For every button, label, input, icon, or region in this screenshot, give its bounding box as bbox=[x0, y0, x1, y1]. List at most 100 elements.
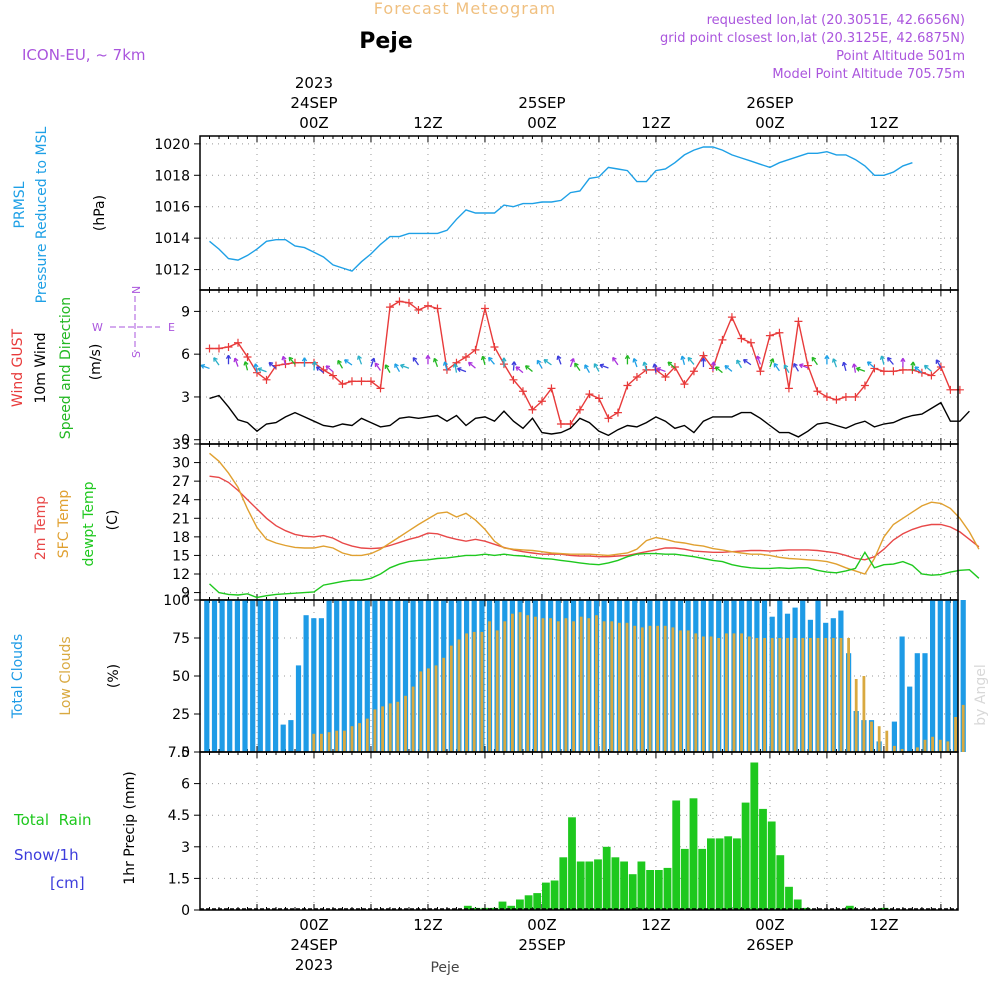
clouds-bar-low-clouds bbox=[442, 657, 446, 752]
clouds-bar-total-clouds bbox=[402, 600, 409, 752]
clouds-bar-low-clouds bbox=[870, 721, 873, 752]
wind-arrow-head bbox=[288, 356, 294, 362]
clouds-bar-low-clouds bbox=[396, 701, 400, 752]
wind-arrow-head bbox=[243, 361, 249, 366]
clouds-bar-low-clouds bbox=[541, 618, 545, 752]
clouds-bar-low-clouds bbox=[365, 718, 369, 752]
clouds-bar-low-clouds bbox=[786, 638, 789, 752]
precip-bar-total-rain bbox=[680, 848, 689, 910]
precip-bar-total-rain bbox=[602, 846, 611, 910]
wind-arrow-head bbox=[736, 359, 741, 365]
gust-marker bbox=[395, 297, 404, 306]
wind-arrow bbox=[433, 358, 439, 368]
clouds-unit: (%) bbox=[106, 664, 122, 688]
precip-bar-total-rain bbox=[550, 880, 559, 910]
wind-ytick-label-1: 3 bbox=[181, 390, 190, 406]
precip-bar-total-rain bbox=[568, 817, 576, 910]
clouds-bar-low-clouds bbox=[763, 638, 766, 752]
gust-marker bbox=[262, 375, 271, 384]
top-time-label: 12Z bbox=[869, 114, 898, 132]
clouds-bar-low-clouds bbox=[709, 636, 713, 752]
wind-arrow-head bbox=[584, 364, 589, 369]
wind-arrow bbox=[712, 361, 715, 371]
top-time-label: 00Z bbox=[299, 114, 328, 132]
clouds-bar-total-clouds bbox=[257, 600, 263, 752]
precip-bar-total-rain bbox=[628, 874, 637, 910]
clouds-bar-low-clouds bbox=[327, 732, 331, 752]
wind-arrow-head bbox=[755, 355, 761, 361]
clouds-bar-total-clouds bbox=[341, 600, 347, 752]
wind-arrow bbox=[234, 357, 239, 367]
wind-arrow bbox=[543, 359, 552, 366]
precip-bar-total-rain bbox=[559, 857, 568, 910]
wind-arrow-head bbox=[714, 366, 720, 371]
precip-ytick-label-4: 6 bbox=[181, 777, 190, 793]
wind-arrow-head bbox=[325, 365, 331, 370]
wind-arrow-head bbox=[866, 361, 872, 366]
wind-arrow-head bbox=[374, 362, 380, 368]
wind-arrow bbox=[832, 358, 838, 368]
clouds-bar-low-clouds bbox=[900, 749, 904, 752]
compass-s-label: S bbox=[130, 351, 143, 358]
clouds-bar-low-clouds bbox=[916, 747, 919, 752]
wind-arrow-head bbox=[425, 354, 431, 360]
gust-marker bbox=[547, 384, 556, 393]
wind-arrow-head bbox=[301, 357, 308, 362]
gust-marker bbox=[224, 343, 233, 352]
gust-marker bbox=[423, 301, 432, 310]
temp2m-label: 2m Temp bbox=[33, 496, 49, 560]
clouds-bar-low-clouds bbox=[931, 736, 934, 752]
wind-arrow-head bbox=[680, 355, 686, 361]
clouds-bar-total-clouds bbox=[242, 600, 248, 752]
precip-bar-total-rain bbox=[542, 882, 550, 910]
top-time-label: 12Z bbox=[641, 114, 670, 132]
precip-bar-total-rain bbox=[724, 836, 733, 910]
bottom-time-label: 2023 bbox=[295, 956, 333, 974]
clouds-bar-low-clouds bbox=[472, 631, 476, 752]
clouds-bar-low-clouds bbox=[427, 668, 430, 752]
bottom-time-label: 12Z bbox=[869, 916, 898, 934]
wind-arrow-head bbox=[370, 357, 376, 363]
precip-bar-total-rain bbox=[733, 838, 741, 910]
wind-arrow bbox=[667, 361, 676, 369]
gust-marker bbox=[471, 345, 480, 354]
wind-arrow-head bbox=[724, 364, 730, 370]
wind-arrow-head bbox=[253, 363, 259, 368]
clouds-bar-low-clouds bbox=[793, 638, 797, 752]
clouds-bar-total-clouds bbox=[364, 600, 370, 752]
wind-panel: 0 3 6 9 bbox=[181, 289, 970, 449]
wind-arrow bbox=[799, 364, 809, 369]
clouds-bar-low-clouds bbox=[549, 618, 552, 752]
wind-arrow bbox=[384, 364, 391, 373]
wind-arrow bbox=[569, 358, 575, 368]
wind-arrow bbox=[842, 362, 847, 372]
wind-arrow-head bbox=[798, 363, 804, 369]
wind-arrow-head bbox=[667, 361, 673, 367]
clouds-bar-low-clouds bbox=[923, 739, 927, 752]
wind-arrow bbox=[282, 356, 287, 366]
clouds-bar-total-clouds bbox=[318, 618, 324, 752]
clouds-bar-total-clouds bbox=[227, 600, 233, 752]
clouds-bar-total-clouds bbox=[295, 665, 302, 752]
temperature-series-2m-temp bbox=[209, 475, 980, 561]
clouds-bar-low-clouds bbox=[610, 621, 614, 752]
precip-bar-total-rain bbox=[524, 895, 533, 910]
wind-arrow bbox=[337, 360, 344, 369]
clouds-bar-low-clouds bbox=[809, 638, 812, 752]
bottom-time-label: 12Z bbox=[641, 916, 670, 934]
gust-marker bbox=[765, 331, 774, 340]
wind-arrow-head bbox=[687, 356, 693, 362]
clouds-bar-total-clouds bbox=[907, 686, 913, 752]
wind-arrow-head bbox=[501, 357, 507, 362]
wind-arrow bbox=[811, 356, 818, 366]
top-time-label: 00Z bbox=[527, 114, 556, 132]
temperature-ytick-label-3: 18 bbox=[172, 530, 190, 546]
wind-arrow-head bbox=[257, 367, 263, 373]
clouds-bar-low-clouds bbox=[663, 625, 667, 752]
clouds-bar-low-clouds bbox=[449, 645, 453, 752]
precip-bar-total-rain bbox=[750, 762, 759, 910]
clouds-bar-total-clouds bbox=[234, 600, 240, 752]
clouds-bar-total-clouds bbox=[960, 600, 966, 752]
wind-arrow-head bbox=[394, 363, 399, 368]
wind-arrow-head bbox=[742, 358, 748, 364]
